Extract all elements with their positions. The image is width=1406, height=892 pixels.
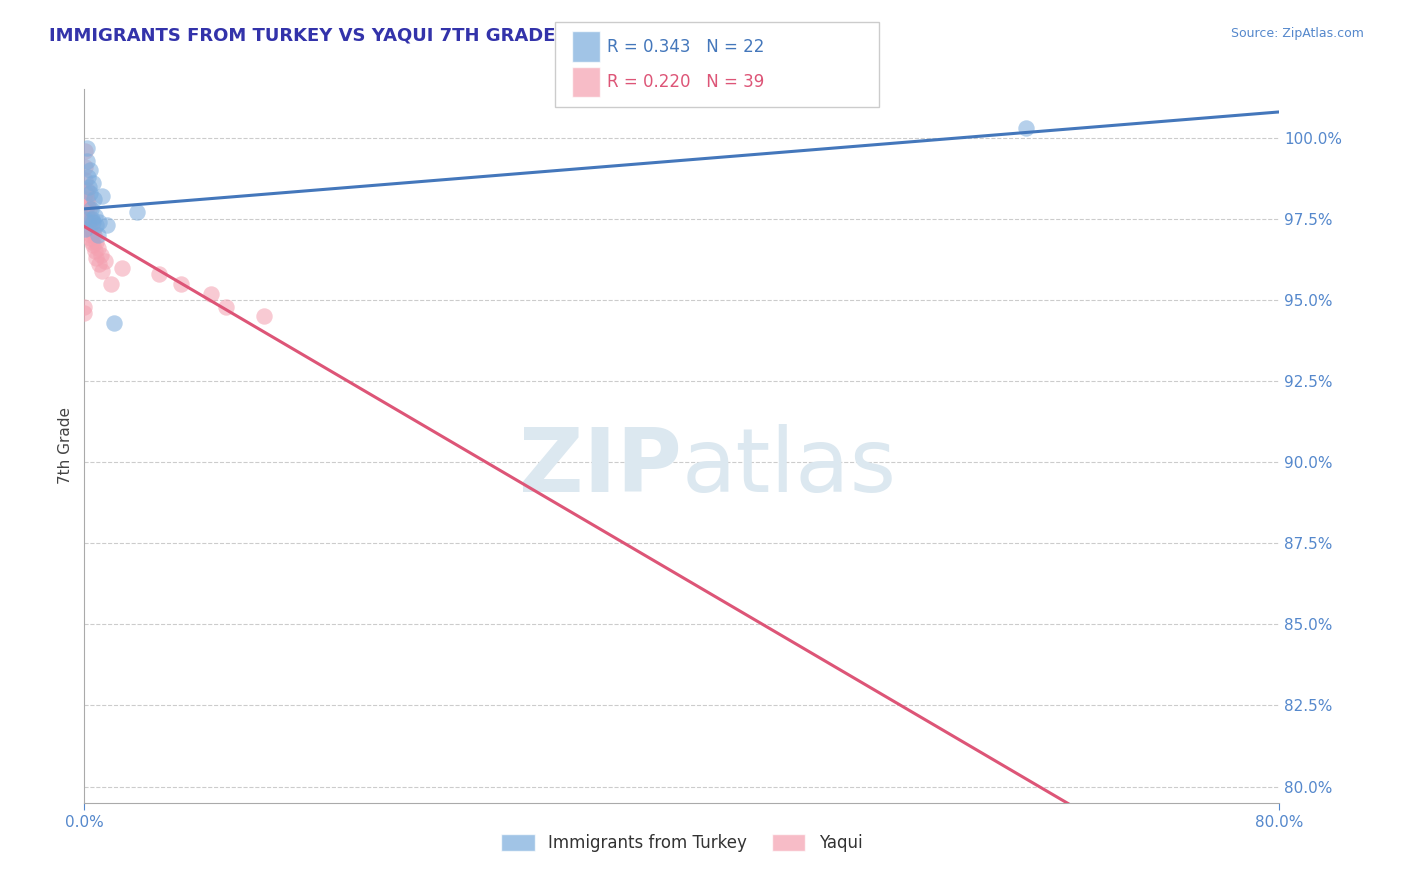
Y-axis label: 7th Grade: 7th Grade xyxy=(58,408,73,484)
Point xyxy=(79,211,101,226)
Point xyxy=(90,247,112,261)
Point xyxy=(91,264,114,278)
Point xyxy=(87,241,110,255)
Point xyxy=(79,231,101,245)
Text: IMMIGRANTS FROM TURKEY VS YAQUI 7TH GRADE CORRELATION CHART: IMMIGRANTS FROM TURKEY VS YAQUI 7TH GRAD… xyxy=(49,27,778,45)
Point xyxy=(200,286,222,301)
Point xyxy=(80,215,103,229)
Point xyxy=(75,173,97,187)
Point xyxy=(148,267,170,281)
Point xyxy=(77,221,100,235)
Legend: Immigrants from Turkey, Yaqui: Immigrants from Turkey, Yaqui xyxy=(495,827,869,859)
Point xyxy=(83,228,105,243)
Point xyxy=(111,260,134,275)
Point xyxy=(76,209,98,223)
Point xyxy=(76,199,98,213)
Point xyxy=(82,176,104,190)
Point xyxy=(89,257,111,271)
Point xyxy=(80,211,103,226)
Text: ZIP: ZIP xyxy=(519,424,682,511)
Point xyxy=(83,193,105,207)
Point xyxy=(75,221,97,235)
Point xyxy=(103,316,125,330)
Point xyxy=(86,219,108,233)
Point xyxy=(1014,121,1036,136)
Point xyxy=(215,300,238,314)
Point xyxy=(100,277,122,291)
Point xyxy=(76,183,98,197)
Point xyxy=(83,244,105,259)
Point xyxy=(89,215,111,229)
Point xyxy=(75,202,97,217)
Point xyxy=(77,169,100,184)
Point xyxy=(75,144,97,158)
Point xyxy=(125,205,148,219)
Point xyxy=(253,310,276,324)
Point xyxy=(170,277,193,291)
Point xyxy=(76,193,98,207)
Point xyxy=(79,219,101,233)
Point xyxy=(96,219,118,233)
Point xyxy=(76,140,98,154)
Point xyxy=(77,202,100,217)
Point xyxy=(82,225,104,239)
Point xyxy=(94,254,117,268)
Point xyxy=(80,235,103,249)
Point xyxy=(82,238,104,252)
Point xyxy=(77,179,100,194)
Point xyxy=(75,160,97,174)
Point xyxy=(73,300,96,314)
Point xyxy=(86,251,108,265)
Point xyxy=(76,153,98,168)
Point xyxy=(75,186,97,200)
Point xyxy=(82,215,104,229)
Point xyxy=(83,209,105,223)
Point xyxy=(87,228,110,243)
Text: Source: ZipAtlas.com: Source: ZipAtlas.com xyxy=(1230,27,1364,40)
Point xyxy=(73,306,96,320)
Point xyxy=(79,186,101,200)
Text: R = 0.343   N = 22: R = 0.343 N = 22 xyxy=(607,38,765,56)
Point xyxy=(80,202,103,217)
Text: atlas: atlas xyxy=(682,424,897,511)
Point xyxy=(77,195,100,210)
Point xyxy=(75,211,97,226)
Text: R = 0.220   N = 39: R = 0.220 N = 39 xyxy=(607,73,765,91)
Point xyxy=(80,228,103,243)
Point xyxy=(79,163,101,178)
Point xyxy=(91,189,114,203)
Point xyxy=(84,235,107,249)
Point xyxy=(77,215,100,229)
